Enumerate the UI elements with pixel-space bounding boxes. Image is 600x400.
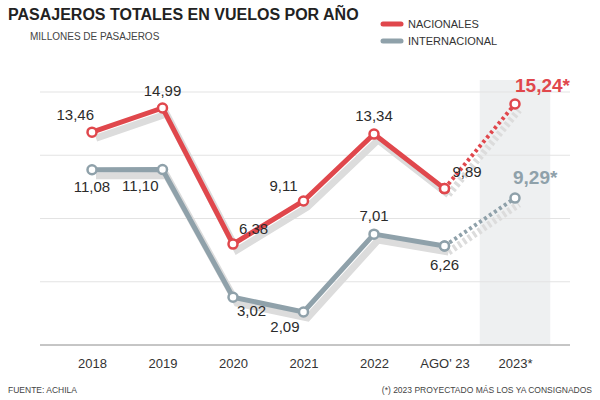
data-label: 15,24*	[515, 75, 571, 96]
y-axis	[40, 93, 42, 346]
data-label: 3,02	[237, 302, 266, 319]
line-shadow	[449, 110, 520, 195]
marker	[158, 103, 167, 112]
line-shadow	[96, 114, 449, 250]
grid-line	[40, 218, 570, 219]
legend-swatch	[383, 22, 401, 27]
marker	[88, 165, 97, 174]
x-tick-label: AGO' 23	[420, 356, 469, 371]
y-axis-line	[40, 93, 41, 346]
data-label: 13,34	[355, 107, 393, 124]
line-shadow	[449, 204, 520, 252]
x-tick-label: 2021	[290, 356, 319, 371]
x-axis: 2018 2019 2020 2021 2022 AGO' 23 2023*	[40, 345, 570, 371]
subtitle: MILLONES DE PASAJEROS	[30, 31, 160, 42]
grid	[40, 92, 570, 345]
marker	[229, 240, 238, 249]
data-label: 9,11	[269, 177, 297, 194]
marker	[158, 165, 167, 174]
data-label: 14,99	[144, 82, 182, 99]
annotation: FUENTE: ACHILA	[8, 385, 77, 395]
line	[92, 169, 445, 311]
plot-area	[88, 100, 520, 318]
data-label: 2,09	[270, 318, 299, 335]
marker	[440, 242, 449, 251]
x-tick: AGO' 23	[420, 345, 469, 371]
marker	[440, 184, 449, 193]
grid-line	[40, 281, 570, 282]
marker	[440, 242, 449, 251]
marker	[511, 194, 520, 203]
legend-label: INTERNACIONAL	[408, 35, 497, 47]
legend-label: NACIONALES	[408, 18, 479, 30]
x-tick: 2022	[360, 345, 389, 371]
legend-swatch	[383, 39, 401, 44]
data-label: 9,29*	[513, 167, 558, 188]
x-tick: 2021	[290, 345, 319, 371]
chart: 2018 2019 2020 2021 2022 AGO' 23 2023* 13,46 14,…	[0, 0, 600, 400]
line-shadow	[96, 175, 449, 317]
x-axis-line	[40, 345, 570, 346]
marker	[440, 184, 449, 193]
marker	[88, 128, 97, 137]
data-label: 6,38	[239, 220, 268, 237]
x-tick: 2019	[149, 345, 178, 371]
annotation: (*) 2023 PROYECTADO MÁS LOS YA CONSIGNAD…	[382, 385, 593, 395]
data-label: 13,46	[56, 106, 94, 123]
x-tick-label: 2020	[219, 356, 248, 371]
marker	[370, 230, 379, 239]
x-tick: 2018	[78, 345, 107, 371]
legend: NACIONALES INTERNACIONAL	[383, 18, 497, 47]
x-tick-label: 2018	[78, 356, 107, 371]
data-label: 11,08	[74, 178, 110, 195]
grid-line	[40, 155, 570, 156]
data-label: 11,10	[122, 177, 158, 194]
data-labels: 13,46 14,99 6,38 9,11 13,34 9,89 11,08 11,10 3,0…	[56, 75, 570, 335]
data-label: 6,26	[430, 256, 459, 273]
x-tick-label: 2022	[360, 356, 389, 371]
marker	[299, 307, 308, 316]
data-label: 9,89	[453, 163, 482, 180]
marker	[511, 100, 520, 109]
grid-line	[40, 92, 570, 93]
data-label: 7,01	[359, 207, 388, 224]
x-tick-label: 2019	[149, 356, 178, 371]
x-tick: 2023*	[499, 345, 533, 371]
title: PASAJEROS TOTALES EN VUELOS POR AÑO	[8, 4, 359, 23]
line	[92, 108, 445, 244]
x-tick-label: 2023*	[499, 356, 533, 371]
marker	[229, 293, 238, 302]
line	[445, 198, 516, 246]
x-tick: 2020	[219, 345, 248, 371]
grid-line	[40, 345, 570, 346]
line	[445, 104, 516, 189]
marker	[299, 196, 308, 205]
marker	[370, 130, 379, 139]
